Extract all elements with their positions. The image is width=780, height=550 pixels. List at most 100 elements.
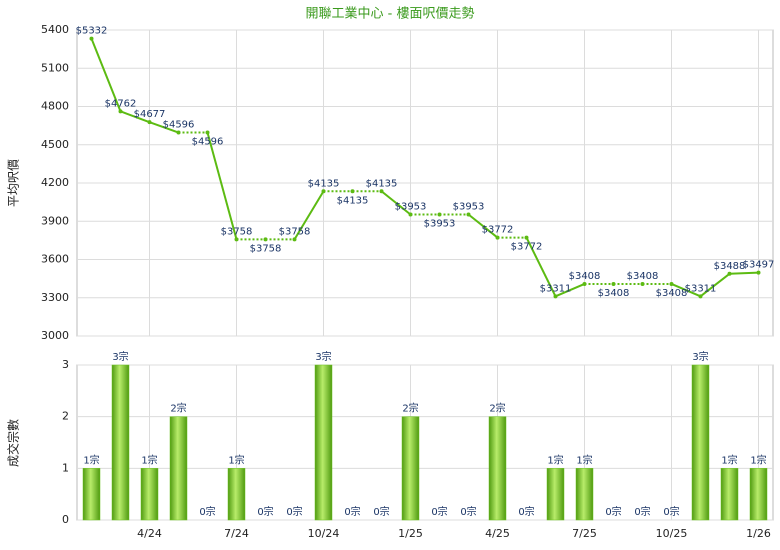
data-label: 0宗: [344, 505, 360, 518]
data-label: $3408: [656, 288, 688, 299]
line-segment: [525, 237, 557, 297]
line-point: [669, 281, 674, 286]
bar: [720, 468, 739, 521]
data-label: $5332: [76, 26, 108, 37]
data-label: 2宗: [170, 402, 186, 415]
bar: [314, 364, 333, 521]
line-point: [118, 109, 123, 114]
data-label: 0宗: [431, 505, 447, 518]
data-label: $4596: [163, 120, 195, 131]
data-label: 2宗: [402, 402, 418, 415]
line-point: [234, 237, 239, 242]
bar: [691, 364, 710, 521]
data-label: $3953: [424, 218, 456, 229]
x-tick-label: 7/25: [572, 527, 597, 540]
bar: [401, 416, 420, 521]
y-tick-label: 3600: [41, 253, 69, 266]
line-point: [437, 212, 442, 217]
data-label: 1宗: [750, 453, 766, 466]
line-point: [553, 294, 558, 299]
y-axis-label: 平均呎價: [7, 159, 21, 207]
y-tick-label: 2: [62, 410, 69, 423]
line-segment: [206, 132, 238, 240]
bar: [546, 468, 565, 521]
bar: [749, 468, 768, 521]
y-tick-label: 4500: [41, 138, 69, 151]
data-label: $3408: [569, 271, 601, 282]
data-label: 0宗: [634, 505, 650, 518]
x-tick-label: 4/24: [137, 527, 162, 540]
y-tick-label: 3300: [41, 291, 69, 304]
data-label: 0宗: [605, 505, 621, 518]
line-point: [379, 189, 384, 194]
data-label: $3758: [250, 243, 282, 254]
x-tick-label: 10/24: [308, 527, 340, 540]
line-point: [582, 281, 587, 286]
data-label: 0宗: [460, 505, 476, 518]
data-label: 1宗: [83, 453, 99, 466]
data-label: $3772: [511, 242, 543, 253]
line-segment: [699, 272, 731, 298]
x-tick-label: 7/24: [224, 527, 249, 540]
bar: [140, 468, 159, 521]
y-axis-label: 成交宗數: [6, 419, 21, 467]
data-label: $4762: [105, 98, 137, 109]
data-label: $4596: [192, 137, 224, 148]
x-tick-label: 1/26: [746, 527, 771, 540]
data-label: $3953: [395, 201, 427, 212]
bar: [169, 416, 188, 521]
data-label: $3408: [627, 271, 659, 282]
data-label: 3宗: [692, 350, 708, 363]
line-point: [263, 237, 268, 242]
line-point: [350, 189, 355, 194]
line-segment: [90, 38, 122, 112]
y-tick-label: 4800: [41, 100, 69, 113]
line-point: [698, 294, 703, 299]
line-segment: [729, 271, 759, 275]
data-label: 1宗: [228, 453, 244, 466]
line-point: [408, 212, 413, 217]
y-tick-label: 5100: [41, 61, 69, 74]
line-segment: [293, 190, 325, 240]
x-tick-label: 1/25: [398, 527, 423, 540]
data-label: 1宗: [547, 453, 563, 466]
line-point: [727, 271, 732, 276]
data-label: 3宗: [112, 350, 128, 363]
data-label: $3758: [221, 226, 253, 237]
y-tick-label: 3000: [41, 329, 69, 342]
y-tick-label: 3: [62, 358, 69, 371]
y-tick-label: 4200: [41, 176, 69, 189]
y-tick-label: 5400: [41, 23, 69, 36]
data-label: $3408: [598, 288, 630, 299]
data-label: $3497: [743, 260, 775, 271]
data-label: 2宗: [489, 402, 505, 415]
line-point: [524, 235, 529, 240]
data-label: $3758: [279, 226, 311, 237]
data-label: $3311: [540, 283, 572, 294]
y-tick-label: 0: [62, 513, 69, 526]
plot-area: [76, 364, 774, 521]
data-label: 0宗: [663, 505, 679, 518]
bar: [575, 468, 594, 521]
bar: [488, 416, 507, 521]
data-label: 0宗: [257, 505, 273, 518]
bar: [82, 468, 101, 521]
line-segment: [120, 110, 150, 124]
data-label: 0宗: [373, 505, 389, 518]
data-label: 0宗: [518, 505, 534, 518]
x-tick-label: 4/25: [485, 527, 510, 540]
data-label: 0宗: [286, 505, 302, 518]
line-point: [147, 120, 152, 125]
data-label: $3953: [453, 201, 485, 212]
line-segment: [555, 283, 585, 298]
line-point: [466, 212, 471, 217]
y-tick-label: 1: [62, 461, 69, 474]
line-segment: [671, 283, 701, 298]
data-label: 1宗: [141, 453, 157, 466]
data-label: 3宗: [315, 350, 331, 363]
line-segment: [149, 121, 179, 134]
line-point: [205, 130, 210, 135]
bar: [227, 468, 246, 521]
line-point: [611, 281, 616, 286]
line-point: [756, 270, 761, 275]
